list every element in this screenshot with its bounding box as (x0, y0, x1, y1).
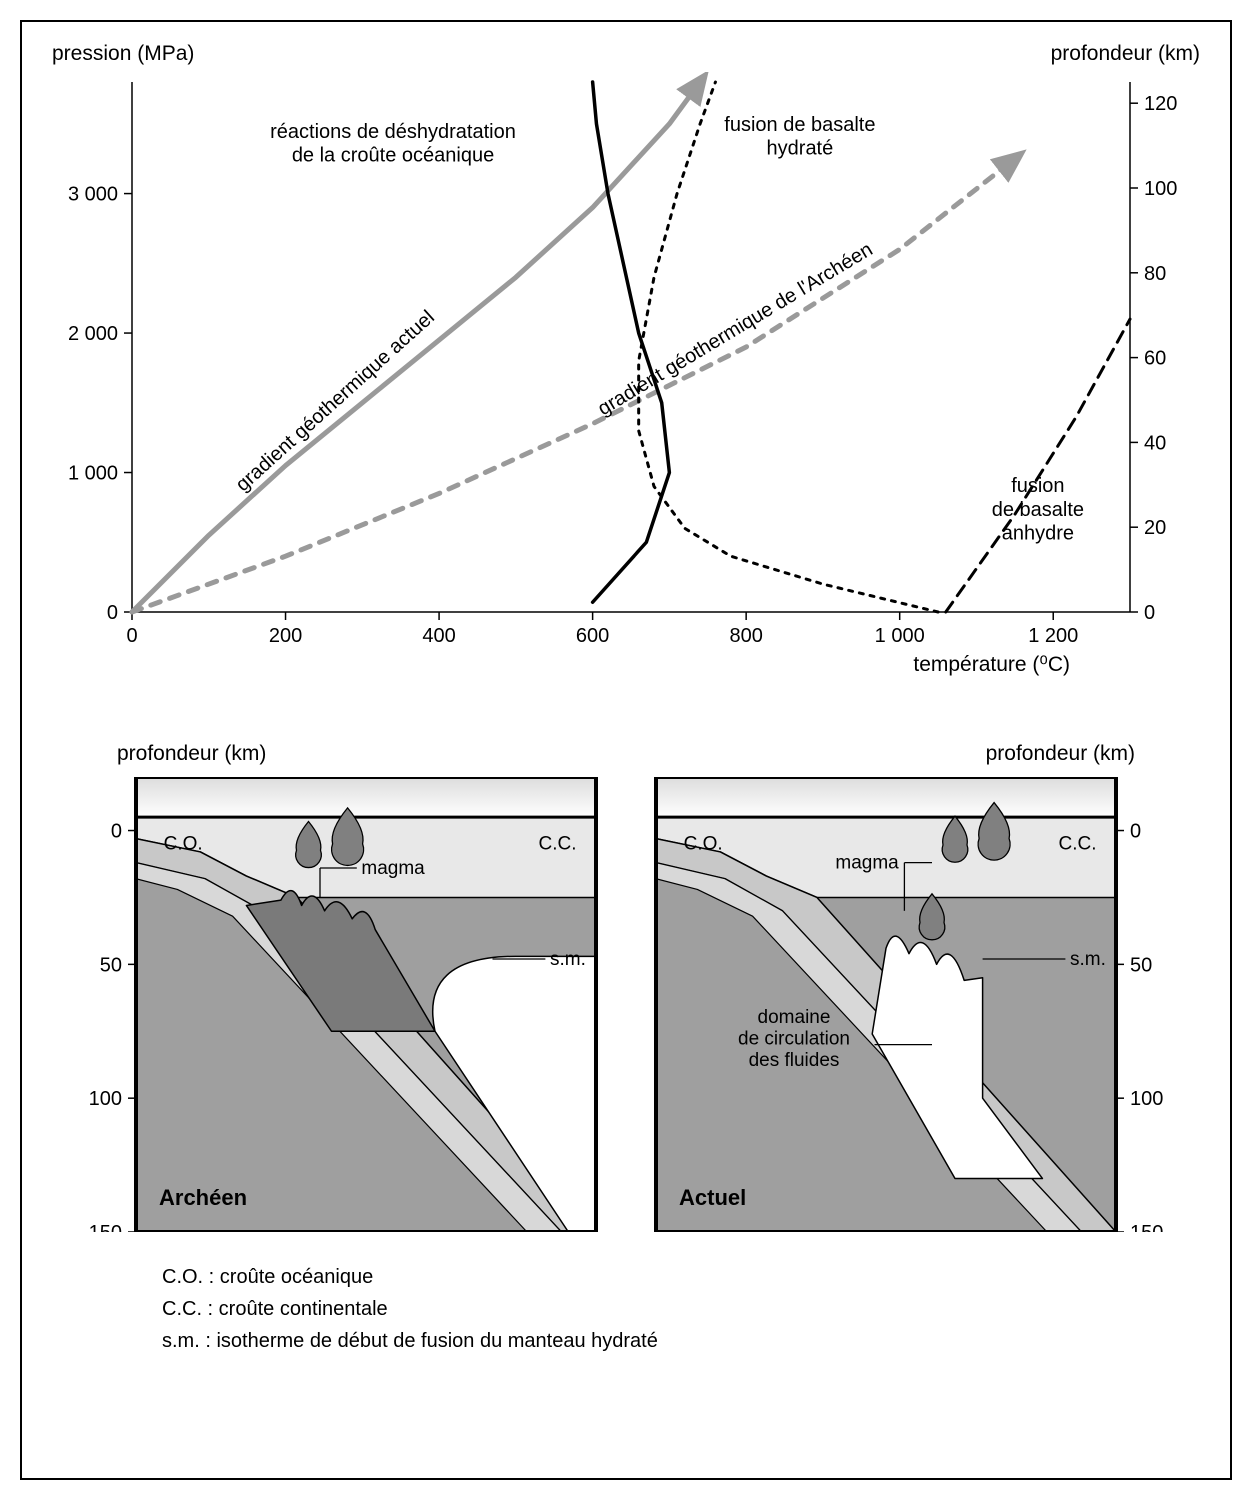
svg-text:150: 150 (89, 1222, 122, 1232)
legend-cc: C.C. : croûte continentale (162, 1293, 1200, 1325)
svg-text:120: 120 (1144, 93, 1177, 115)
svg-text:s.m.: s.m. (550, 949, 586, 970)
svg-text:0: 0 (107, 602, 118, 624)
svg-text:1 000: 1 000 (68, 463, 118, 485)
left-axis-label: pression (MPa) (52, 42, 194, 66)
svg-text:anhydre: anhydre (1002, 522, 1074, 544)
svg-text:3 000: 3 000 (68, 184, 118, 206)
svg-text:50: 50 (1130, 954, 1152, 976)
svg-text:600: 600 (576, 625, 609, 647)
x-axis-label: température (⁰C) (913, 652, 1070, 677)
pt-chart: pression (MPa) profondeur (km) 020040060… (52, 52, 1200, 692)
legend-co: C.O. : croûte océanique (162, 1261, 1200, 1293)
svg-text:2 000: 2 000 (68, 323, 118, 345)
svg-text:40: 40 (1144, 432, 1166, 454)
svg-text:réactions de déshydratation: réactions de déshydratation (270, 121, 516, 143)
svg-text:C.C.: C.C. (539, 833, 577, 854)
actuel-panel: s.m. domainede circulationdes fluides magm… (646, 777, 1176, 1237)
svg-text:80: 80 (1144, 263, 1166, 285)
svg-text:C.C.: C.C. (1059, 833, 1097, 854)
archean-panel: s.m. magma C.O. C.C. Archéen 0 50 100 150 (76, 777, 606, 1237)
svg-text:100: 100 (89, 1088, 122, 1110)
svg-text:magma: magma (361, 858, 425, 879)
svg-text:0: 0 (126, 625, 137, 647)
archean-svg: s.m. magma C.O. C.C. Archéen 0 50 100 150 (76, 777, 606, 1232)
right-axis-label: profondeur (km) (1051, 42, 1200, 66)
svg-text:magma: magma (835, 853, 899, 874)
svg-text:Archéen: Archéen (159, 1185, 247, 1210)
svg-text:50: 50 (100, 954, 122, 976)
svg-text:1 000: 1 000 (875, 625, 925, 647)
cross-sections: profondeur (km) profondeur (km) s.m.magm… (52, 752, 1200, 1357)
svg-text:400: 400 (422, 625, 455, 647)
svg-text:60: 60 (1144, 348, 1166, 370)
svg-text:20: 20 (1144, 517, 1166, 539)
svg-text:domaine: domaine (758, 1007, 831, 1028)
svg-text:de la croûte océanique: de la croûte océanique (292, 145, 494, 167)
legend-sm: s.m. : isotherme de début de fusion du m… (162, 1325, 1200, 1357)
svg-text:de basalte: de basalte (992, 499, 1084, 521)
svg-text:C.O.: C.O. (164, 833, 203, 854)
panel-legend: C.O. : croûte océanique C.C. : croûte co… (162, 1261, 1200, 1357)
svg-text:0: 0 (111, 821, 122, 843)
svg-text:de circulation: de circulation (738, 1029, 850, 1050)
svg-text:des fluides: des fluides (749, 1050, 840, 1071)
svg-text:C.O.: C.O. (684, 833, 723, 854)
svg-text:100: 100 (1144, 178, 1177, 200)
svg-text:100: 100 (1130, 1088, 1163, 1110)
svg-text:1 200: 1 200 (1028, 625, 1078, 647)
chart-svg: 0 200 400 600 800 1 000 1 200 0 1 000 2 000 3 000 0… (52, 72, 1200, 682)
actuel-svg: s.m. domainede circulationdes fluides magm… (646, 777, 1176, 1232)
svg-text:gradient géothermique actuel: gradient géothermique actuel (232, 306, 439, 496)
svg-text:0: 0 (1144, 602, 1155, 624)
svg-text:hydraté: hydraté (767, 138, 834, 160)
svg-text:fusion: fusion (1011, 475, 1064, 497)
svg-text:s.m.: s.m. (1070, 949, 1106, 970)
svg-text:Actuel: Actuel (679, 1185, 746, 1210)
svg-text:0: 0 (1130, 821, 1141, 843)
svg-text:800: 800 (729, 625, 762, 647)
svg-text:fusion de basalte: fusion de basalte (724, 114, 875, 136)
svg-text:200: 200 (269, 625, 302, 647)
svg-text:150: 150 (1130, 1222, 1163, 1232)
